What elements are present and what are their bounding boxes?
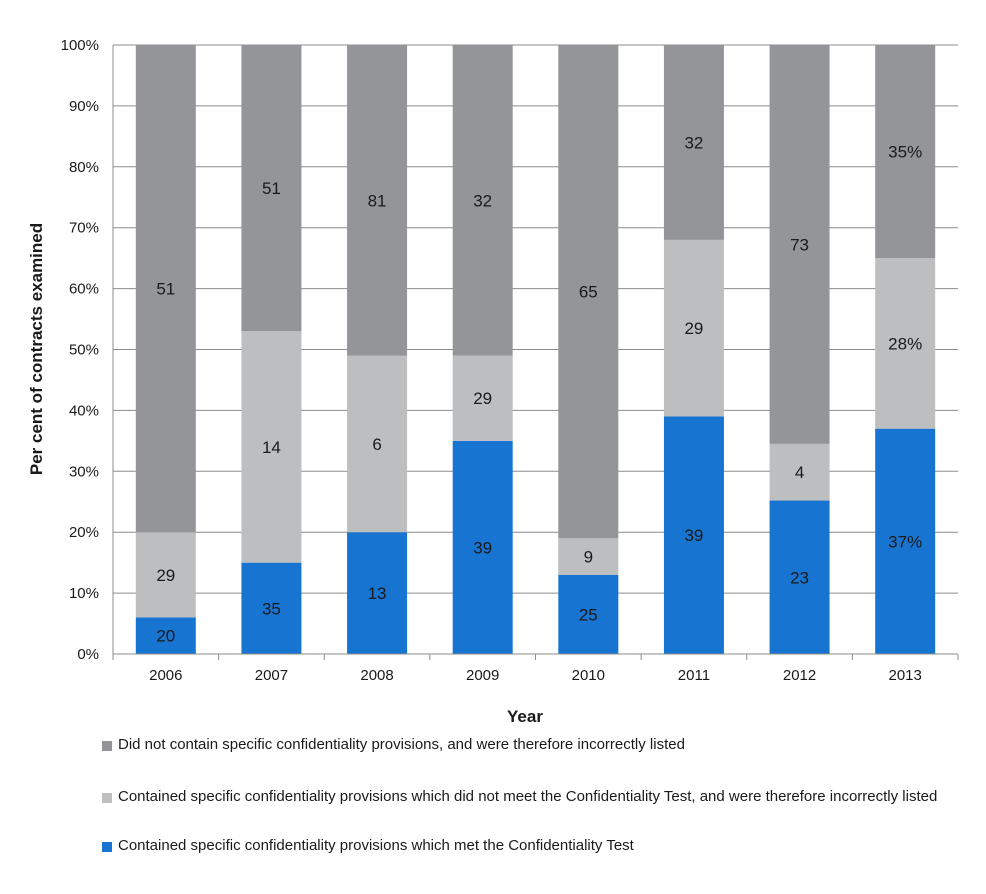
x-tick-label: 2009 bbox=[466, 667, 499, 684]
y-tick-label: 0% bbox=[77, 646, 99, 663]
legend-swatch-blue bbox=[102, 842, 112, 852]
bar-segment bbox=[452, 45, 513, 356]
axes: 0% 10% 20% 30% 40% 50% 60% 70% 80% 90% 100% 2006 200… bbox=[61, 37, 959, 684]
bar-segment bbox=[135, 45, 196, 533]
bar-segment bbox=[558, 538, 619, 575]
bar-segment bbox=[769, 45, 830, 444]
bar-segment bbox=[241, 331, 302, 563]
legend-item-not-meet: Contained specific confidentiality provi… bbox=[102, 788, 937, 806]
data-label: 9 bbox=[584, 548, 593, 567]
data-label: 73 bbox=[790, 235, 809, 254]
data-label: 51 bbox=[262, 179, 281, 198]
bar-segment bbox=[347, 532, 408, 654]
legend-label: Contained specific confidentiality provi… bbox=[118, 788, 938, 805]
legend-swatch-dark-gray bbox=[102, 741, 112, 751]
stacked-bar-chart: 20 29 51 35 14 51 13 6 81 39 29 32 25 9 65 39 29 32 23 4 73 3… bbox=[27, 37, 959, 726]
bar-segment bbox=[241, 45, 302, 332]
legend: Did not contain specific confidentiality… bbox=[102, 736, 962, 876]
x-tick-label: 2006 bbox=[149, 667, 182, 684]
bar-segment bbox=[663, 239, 724, 417]
y-tick-label: 10% bbox=[69, 585, 99, 602]
y-tick-label: 90% bbox=[69, 98, 99, 115]
bar-segment bbox=[347, 355, 408, 533]
data-label: 35 bbox=[262, 599, 281, 618]
data-label: 32 bbox=[684, 133, 703, 152]
data-label: 20 bbox=[156, 627, 175, 646]
bar-segment bbox=[452, 355, 513, 441]
bar-segment bbox=[875, 45, 936, 259]
data-label: 81 bbox=[368, 191, 387, 210]
data-label: 39 bbox=[684, 526, 703, 545]
x-axis-title: Year bbox=[507, 707, 543, 726]
bar-segment bbox=[875, 258, 936, 429]
bar-segment bbox=[769, 443, 830, 501]
gridlines bbox=[113, 44, 958, 594]
data-label: 32 bbox=[473, 191, 492, 210]
legend-item-not-contain: Did not contain specific confidentiality… bbox=[102, 736, 685, 754]
data-label: 65 bbox=[579, 283, 598, 302]
legend-item-met: Contained specific confidentiality provi… bbox=[102, 837, 634, 855]
bar-segment bbox=[347, 45, 408, 356]
bar-segment bbox=[875, 428, 936, 654]
data-label: 25 bbox=[579, 605, 598, 624]
x-tick-label: 2008 bbox=[360, 667, 393, 684]
x-tick-label: 2011 bbox=[678, 667, 710, 684]
data-label: 51 bbox=[156, 280, 175, 299]
bar-segment bbox=[558, 574, 619, 654]
data-label: 39 bbox=[473, 538, 492, 557]
legend-swatch-light-gray bbox=[102, 793, 112, 803]
data-label: 28% bbox=[888, 334, 922, 353]
y-axis-title: Per cent of contracts examined bbox=[27, 223, 46, 475]
data-label: 14 bbox=[262, 438, 281, 457]
x-tick-label: 2013 bbox=[889, 667, 922, 684]
y-tick-label: 60% bbox=[69, 281, 99, 298]
bar-segment bbox=[558, 45, 619, 539]
data-label: 29 bbox=[156, 566, 175, 585]
data-label: 29 bbox=[684, 319, 703, 338]
x-tick-label: 2007 bbox=[255, 667, 288, 684]
y-tick-label: 20% bbox=[69, 524, 99, 541]
data-label: 4 bbox=[795, 463, 804, 482]
bar-segment bbox=[241, 562, 302, 654]
legend-label: Contained specific confidentiality provi… bbox=[118, 837, 634, 854]
x-tick-label: 2012 bbox=[783, 667, 816, 684]
data-label: 23 bbox=[790, 568, 809, 587]
bar-segment bbox=[663, 416, 724, 654]
legend-label: Did not contain specific confidentiality… bbox=[118, 736, 685, 753]
bar-segment bbox=[769, 500, 830, 654]
bar-segment bbox=[135, 532, 196, 618]
bar-segment bbox=[135, 617, 196, 654]
bar-segment bbox=[663, 45, 724, 240]
data-label: 35% bbox=[888, 143, 922, 162]
y-tick-label: 50% bbox=[69, 342, 99, 359]
y-tick-label: 100% bbox=[61, 37, 99, 54]
bars: 20 29 51 35 14 51 13 6 81 39 29 32 25 9 65 39 29 32 23 4 73 3… bbox=[135, 45, 936, 654]
bar-segment bbox=[452, 440, 513, 654]
x-tick-label: 2010 bbox=[572, 667, 605, 684]
data-label: 29 bbox=[473, 389, 492, 408]
y-tick-label: 70% bbox=[69, 220, 99, 237]
data-label: 37% bbox=[888, 532, 922, 551]
y-tick-label: 30% bbox=[69, 463, 99, 480]
y-tick-label: 40% bbox=[69, 402, 99, 419]
y-tick-label: 80% bbox=[69, 159, 99, 176]
data-label: 13 bbox=[368, 584, 387, 603]
data-label: 6 bbox=[372, 435, 381, 454]
